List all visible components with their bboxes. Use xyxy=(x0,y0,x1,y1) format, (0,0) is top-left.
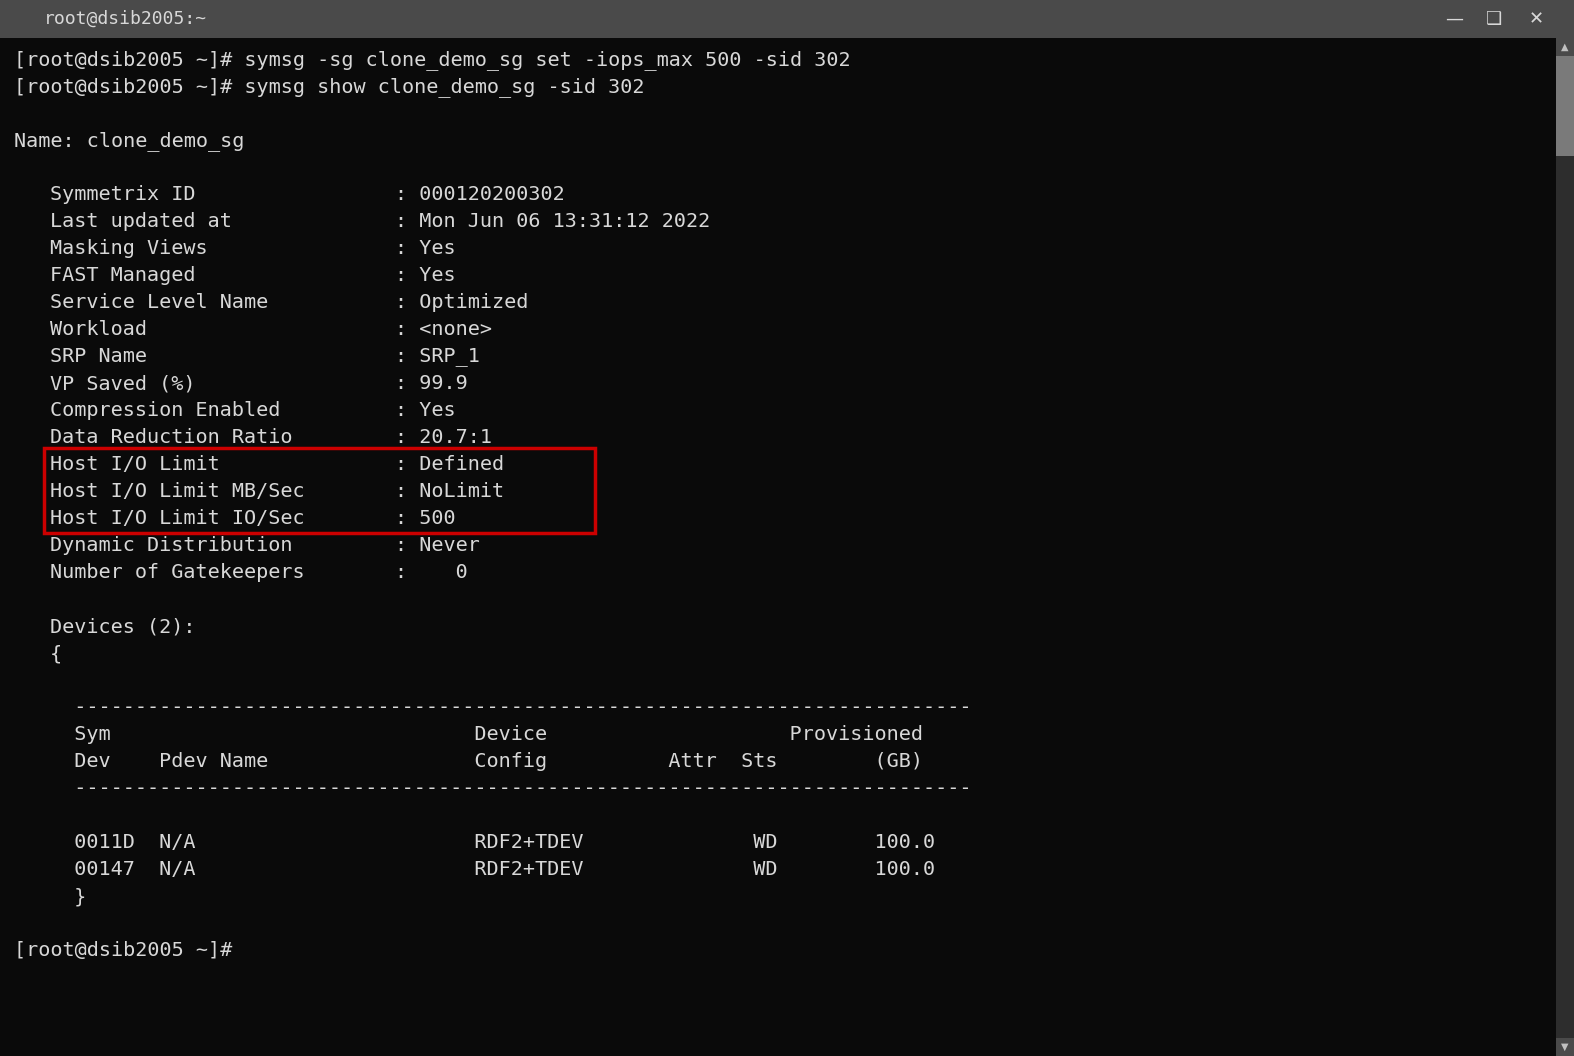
Text: ▼: ▼ xyxy=(1561,1042,1569,1052)
Text: Sym                              Device                    Provisioned: Sym Device Provisioned xyxy=(50,725,922,744)
Text: }: } xyxy=(50,887,87,906)
Text: [root@dsib2005 ~]# symsg show clone_demo_sg -sid 302: [root@dsib2005 ~]# symsg show clone_demo… xyxy=(14,77,644,96)
Text: Workload: Workload xyxy=(50,320,146,339)
Text: Devices (2):: Devices (2): xyxy=(50,617,195,636)
Text: : Mon Jun 06 13:31:12 2022: : Mon Jun 06 13:31:12 2022 xyxy=(395,212,710,231)
Text: : 500: : 500 xyxy=(395,509,455,528)
Text: Data Reduction Ratio: Data Reduction Ratio xyxy=(50,428,293,447)
Text: VP Saved (%): VP Saved (%) xyxy=(50,374,195,393)
Bar xyxy=(1557,38,1574,1056)
Bar xyxy=(0,0,1574,38)
Text: : Never: : Never xyxy=(395,536,480,555)
Text: [root@dsib2005 ~]# symsg -sg clone_demo_sg set -iops_max 500 -sid 302: [root@dsib2005 ~]# symsg -sg clone_demo_… xyxy=(14,50,850,70)
Text: Host I/O Limit: Host I/O Limit xyxy=(50,455,220,474)
Text: Symmetrix ID: Symmetrix ID xyxy=(50,185,195,204)
Text: Host I/O Limit MB/Sec: Host I/O Limit MB/Sec xyxy=(50,483,305,502)
Text: : Yes: : Yes xyxy=(395,239,455,258)
Text: Masking Views: Masking Views xyxy=(50,239,208,258)
Text: Service Level Name: Service Level Name xyxy=(50,294,268,313)
Text: Name: clone_demo_sg: Name: clone_demo_sg xyxy=(14,131,244,151)
Text: : Defined: : Defined xyxy=(395,455,504,474)
Text: : NoLimit: : NoLimit xyxy=(395,483,504,502)
Bar xyxy=(1557,1038,1574,1056)
Text: :    0: : 0 xyxy=(395,563,467,582)
Text: 00147  N/A                       RDF2+TDEV              WD        100.0: 00147 N/A RDF2+TDEV WD 100.0 xyxy=(50,860,935,879)
Text: : 99.9: : 99.9 xyxy=(395,374,467,393)
Bar xyxy=(1557,38,1574,56)
Text: : SRP_1: : SRP_1 xyxy=(395,347,480,366)
Text: Number of Gatekeepers: Number of Gatekeepers xyxy=(50,563,305,582)
Text: root@dsib2005:~: root@dsib2005:~ xyxy=(44,10,208,29)
Text: : 20.7:1: : 20.7:1 xyxy=(395,428,493,447)
Text: --------------------------------------------------------------------------: ----------------------------------------… xyxy=(50,779,971,798)
Text: ✕: ✕ xyxy=(1528,10,1544,29)
Text: : Optimized: : Optimized xyxy=(395,294,529,313)
Text: : <none>: : <none> xyxy=(395,320,493,339)
Text: {: { xyxy=(50,644,61,663)
Bar xyxy=(1557,56,1574,156)
Text: Compression Enabled: Compression Enabled xyxy=(50,401,280,420)
Text: : Yes: : Yes xyxy=(395,401,455,420)
Text: Dev    Pdev Name                 Config          Attr  Sts        (GB): Dev Pdev Name Config Attr Sts (GB) xyxy=(50,752,922,771)
Text: FAST Managed: FAST Managed xyxy=(50,266,195,285)
Text: ▲: ▲ xyxy=(1561,42,1569,52)
Text: —: — xyxy=(1445,10,1462,29)
Text: Host I/O Limit IO/Sec: Host I/O Limit IO/Sec xyxy=(50,509,305,528)
Text: Last updated at: Last updated at xyxy=(50,212,231,231)
Text: Dynamic Distribution: Dynamic Distribution xyxy=(50,536,293,555)
Bar xyxy=(44,448,595,533)
Text: : 000120200302: : 000120200302 xyxy=(395,185,565,204)
Text: ❑: ❑ xyxy=(1486,10,1502,29)
Text: --------------------------------------------------------------------------: ----------------------------------------… xyxy=(50,698,971,717)
Text: : Yes: : Yes xyxy=(395,266,455,285)
Text: 0011D  N/A                       RDF2+TDEV              WD        100.0: 0011D N/A RDF2+TDEV WD 100.0 xyxy=(50,833,935,852)
Text: [root@dsib2005 ~]#: [root@dsib2005 ~]# xyxy=(14,941,233,960)
Text: SRP Name: SRP Name xyxy=(50,347,146,366)
